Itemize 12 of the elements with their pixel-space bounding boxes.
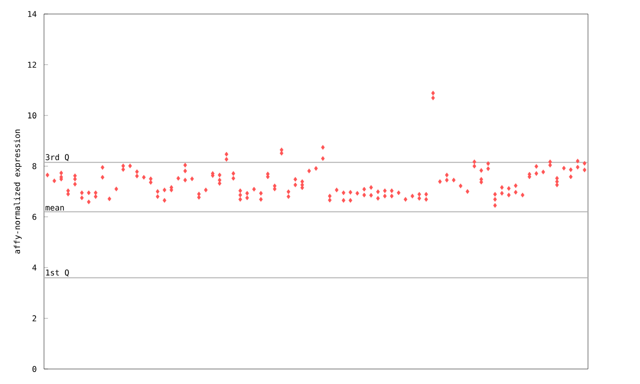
y-tick-label: 0 bbox=[32, 366, 36, 372]
ref-line-label: 1st Q bbox=[46, 270, 69, 277]
y-tick-label: 14 bbox=[28, 11, 36, 17]
ref-line-label: mean bbox=[46, 206, 64, 211]
y-tick-label: 2 bbox=[32, 315, 36, 322]
y-tick-label: 6 bbox=[32, 214, 36, 220]
y-axis-title: affy-normalized expression bbox=[14, 130, 22, 254]
y-tick-label: 4 bbox=[32, 264, 36, 270]
y-tick-label: 10 bbox=[28, 112, 36, 118]
y-tick-label: 12 bbox=[28, 62, 36, 68]
y-tick-label: 8 bbox=[32, 163, 36, 170]
ref-line-label: 3rd Q bbox=[46, 154, 69, 162]
